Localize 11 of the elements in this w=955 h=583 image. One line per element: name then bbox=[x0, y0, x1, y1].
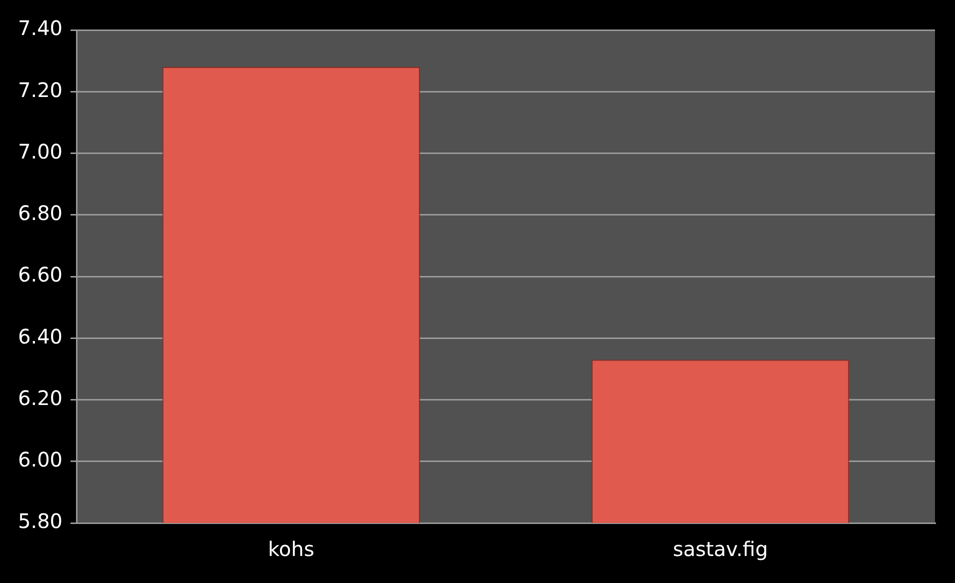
y-tick-label: 6.00 bbox=[18, 448, 63, 472]
x-tick-label: kohs bbox=[268, 537, 314, 562]
x-tick-label: sastav.fig bbox=[672, 537, 768, 562]
y-tick-label: 6.60 bbox=[18, 262, 63, 287]
y-tick-label: 6.40 bbox=[18, 324, 63, 348]
y-tick-label: 6.80 bbox=[18, 201, 63, 226]
y-tick-label: 6.20 bbox=[18, 386, 63, 410]
y-tick-label: 5.80 bbox=[18, 509, 63, 534]
y-tick-label: 7.20 bbox=[18, 78, 63, 102]
y-tick-label: 7.40 bbox=[18, 16, 63, 40]
y-tick-label: 7.00 bbox=[18, 139, 63, 164]
